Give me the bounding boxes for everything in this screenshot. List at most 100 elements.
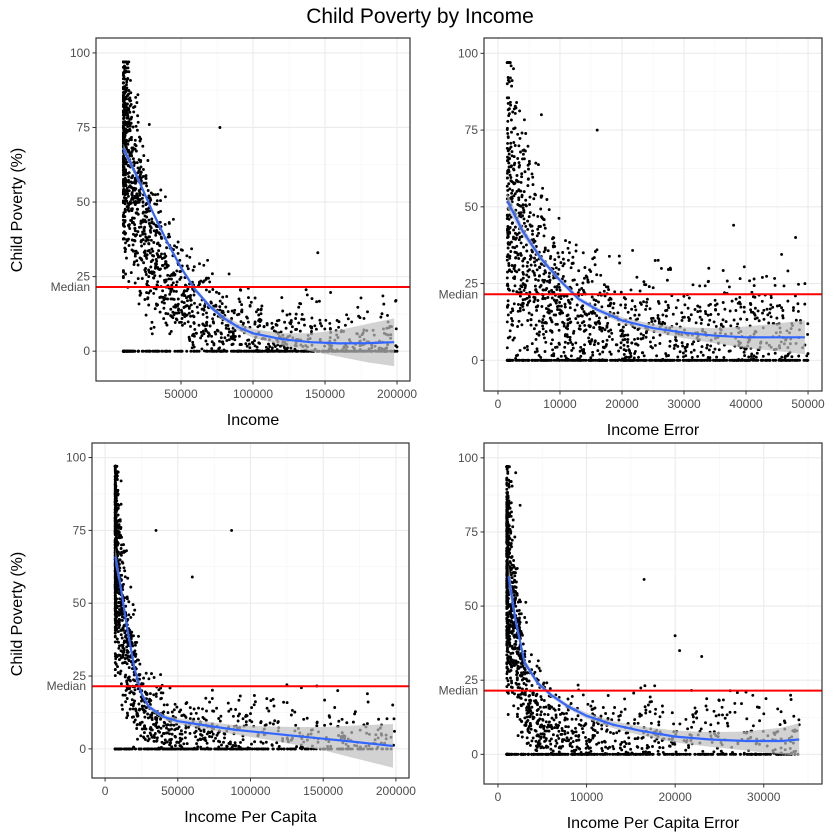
data-point (163, 252, 167, 256)
data-point (592, 343, 596, 347)
data-point (508, 173, 512, 177)
data-point (518, 348, 522, 352)
data-point (588, 342, 592, 346)
data-point (542, 272, 546, 276)
data-point (526, 219, 530, 223)
data-point (604, 316, 608, 320)
data-point (280, 296, 284, 300)
data-point (177, 311, 181, 315)
data-point (144, 270, 148, 274)
data-point (126, 115, 130, 119)
data-point (223, 736, 226, 740)
data-point (210, 349, 214, 353)
data-point (747, 355, 751, 359)
data-point (553, 258, 557, 262)
data-point (212, 739, 216, 743)
data-point (149, 260, 153, 264)
data-point (506, 135, 510, 139)
data-point (540, 305, 544, 308)
data-point (682, 315, 686, 319)
data-point (512, 141, 516, 144)
data-point (150, 247, 154, 251)
data-point (125, 205, 129, 209)
data-point (517, 268, 521, 272)
data-point (556, 308, 559, 311)
data-point (510, 150, 514, 154)
data-point (131, 349, 135, 353)
data-point (775, 316, 779, 320)
data-point (219, 714, 223, 718)
data-point (645, 300, 649, 304)
data-point (769, 315, 773, 319)
data-point (626, 344, 630, 348)
data-point (510, 164, 513, 168)
data-point (168, 741, 172, 745)
data-point (781, 309, 785, 312)
data-point (514, 354, 518, 358)
data-point (797, 282, 800, 286)
data-point (569, 354, 573, 358)
data-point (540, 320, 544, 324)
data-point (256, 349, 260, 353)
data-point (136, 212, 140, 216)
data-point (601, 350, 605, 354)
data-point (225, 339, 229, 342)
data-point (521, 276, 525, 280)
data-point (624, 303, 627, 307)
data-point (356, 305, 360, 309)
data-point (635, 275, 639, 279)
data-point (506, 169, 510, 173)
data-point (122, 582, 125, 586)
data-point (729, 324, 733, 328)
data-point (510, 84, 514, 88)
data-point (142, 710, 146, 714)
data-point (786, 352, 790, 356)
data-point (522, 118, 526, 122)
data-point (581, 281, 585, 285)
data-point (343, 323, 347, 327)
data-point (189, 303, 193, 307)
data-point (536, 278, 540, 282)
data-point (149, 226, 153, 230)
data-point (722, 356, 726, 359)
data-point (803, 302, 807, 306)
data-point (224, 326, 228, 330)
data-point (155, 242, 159, 246)
data-point (162, 710, 166, 714)
data-point (535, 347, 539, 351)
data-point (572, 278, 576, 282)
data-point (328, 321, 332, 325)
data-point (752, 277, 756, 281)
data-point (121, 181, 125, 185)
data-point (699, 350, 703, 354)
data-point (597, 300, 600, 304)
data-point (508, 147, 512, 151)
data-point (172, 313, 176, 317)
data-point (169, 277, 173, 281)
data-point (603, 328, 607, 332)
data-point (133, 138, 137, 142)
data-point (231, 714, 235, 718)
data-point (127, 600, 131, 604)
data-point (221, 295, 225, 299)
data-point (240, 303, 244, 307)
data-point (248, 304, 252, 307)
data-point (535, 332, 539, 336)
data-point (512, 194, 516, 198)
data-point (593, 303, 597, 307)
data-point (129, 585, 133, 589)
data-point (618, 261, 622, 265)
data-point (119, 656, 123, 660)
data-point (169, 723, 173, 727)
data-point (191, 314, 195, 318)
data-point (566, 258, 570, 262)
data-point (122, 237, 126, 241)
data-point (124, 241, 127, 245)
data-point (743, 354, 747, 358)
data-point (224, 323, 228, 327)
data-point (168, 274, 172, 278)
data-point (145, 253, 149, 257)
data-point (153, 193, 157, 197)
data-point (530, 172, 534, 176)
data-point (283, 320, 287, 324)
